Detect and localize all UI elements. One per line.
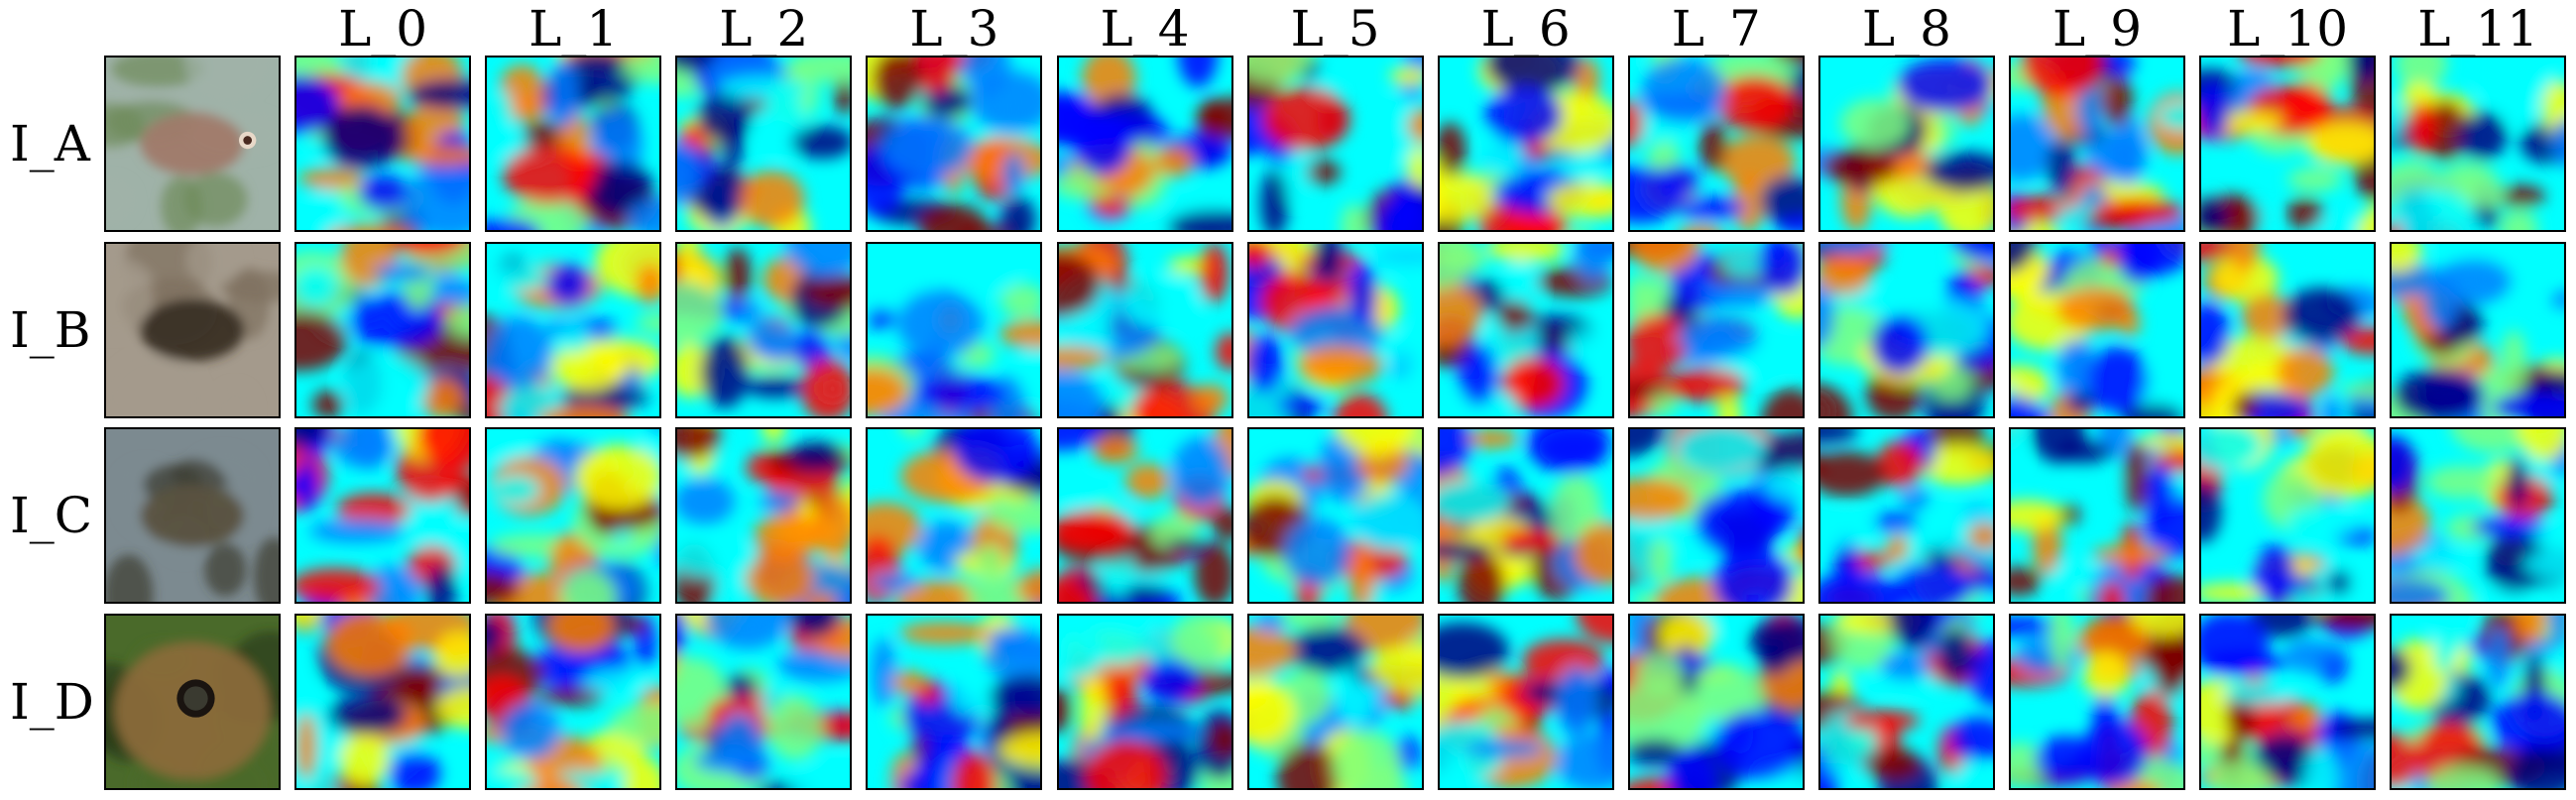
heatmap-ia-l4 — [1056, 56, 1233, 232]
heatmap-id-l3 — [866, 613, 1043, 790]
heatmap-ia-l0 — [294, 56, 472, 232]
heatmap-ic-l11 — [2390, 427, 2567, 604]
heatmap-id-l0 — [294, 613, 472, 790]
heatmap-ib-l5 — [1246, 241, 1424, 418]
heatmap-id-l11 — [2390, 613, 2567, 790]
heatmap-ic-l7 — [1627, 427, 1805, 604]
heatmap-ic-l9 — [2009, 427, 2185, 604]
heatmap-id-l6 — [1437, 613, 1614, 790]
heatmap-ia-l10 — [2199, 56, 2377, 232]
heatmap-ib-l9 — [2009, 241, 2185, 418]
heatmap-id-l10 — [2199, 613, 2377, 790]
heatmap-ic-l1 — [485, 427, 662, 604]
heatmap-id-l9 — [2009, 613, 2185, 790]
heatmap-ia-l9 — [2009, 56, 2185, 232]
column-label-l11: L_11 — [2417, 0, 2539, 57]
column-label-l0: L_0 — [338, 0, 428, 57]
heatmap-ic-l3 — [866, 427, 1043, 604]
fish-photo — [104, 56, 281, 232]
heatmap-ib-l11 — [2390, 241, 2567, 418]
row-label-ib: I_B — [10, 300, 91, 359]
heatmap-ia-l11 — [2390, 56, 2567, 232]
column-label-l8: L_8 — [1861, 0, 1951, 57]
row-label-ic: I_C — [10, 487, 93, 544]
heatmap-ic-l4 — [1056, 427, 1233, 604]
heatmap-ib-l6 — [1437, 241, 1614, 418]
heatmap-id-l5 — [1246, 613, 1424, 790]
column-label-l10: L_10 — [2227, 0, 2349, 57]
heatmap-ia-l5 — [1246, 56, 1424, 232]
salamander-photo — [104, 241, 281, 418]
row-label-ia: I_A — [10, 115, 90, 172]
column-label-l3: L_3 — [909, 0, 999, 57]
heatmap-ib-l10 — [2199, 241, 2377, 418]
heatmap-ia-l3 — [866, 56, 1043, 232]
heatmap-ic-l8 — [1817, 427, 1995, 604]
heatmap-ib-l2 — [675, 241, 853, 418]
heatmap-ia-l7 — [1627, 56, 1805, 232]
heatmap-id-l2 — [675, 613, 853, 790]
column-label-l4: L_4 — [1100, 0, 1190, 57]
heatmap-id-l4 — [1056, 613, 1233, 790]
heatmap-ic-l5 — [1246, 427, 1424, 604]
column-label-l6: L_6 — [1480, 0, 1571, 57]
heatmap-ib-l8 — [1817, 241, 1995, 418]
toad-closeup-photo — [104, 613, 281, 790]
heatmap-ic-l10 — [2199, 427, 2377, 604]
heatmap-ic-l0 — [294, 427, 472, 604]
column-label-l2: L_2 — [719, 0, 809, 57]
heatmap-ib-l4 — [1056, 241, 1233, 418]
heatmap-ic-l2 — [675, 427, 853, 604]
heatmap-id-l7 — [1627, 613, 1805, 790]
heatmap-ib-l3 — [866, 241, 1043, 418]
column-label-l9: L_9 — [2051, 0, 2143, 57]
heatmap-ia-l2 — [675, 56, 853, 232]
heatmap-ic-l6 — [1437, 427, 1614, 604]
toad-photo — [104, 427, 281, 604]
heatmap-ia-l8 — [1817, 56, 1995, 232]
heatmap-ib-l1 — [485, 241, 662, 418]
heatmap-ib-l0 — [294, 241, 472, 418]
row-label-id: I_D — [10, 672, 94, 731]
column-label-l5: L_5 — [1290, 0, 1380, 57]
heatmap-ia-l6 — [1437, 56, 1614, 232]
heatmap-ib-l7 — [1627, 241, 1805, 418]
heatmap-id-l1 — [485, 613, 662, 790]
heatmap-ia-l1 — [485, 56, 662, 232]
column-label-l1: L_1 — [528, 0, 619, 57]
heatmap-id-l8 — [1817, 613, 1995, 790]
column-label-l7: L_7 — [1671, 0, 1761, 57]
